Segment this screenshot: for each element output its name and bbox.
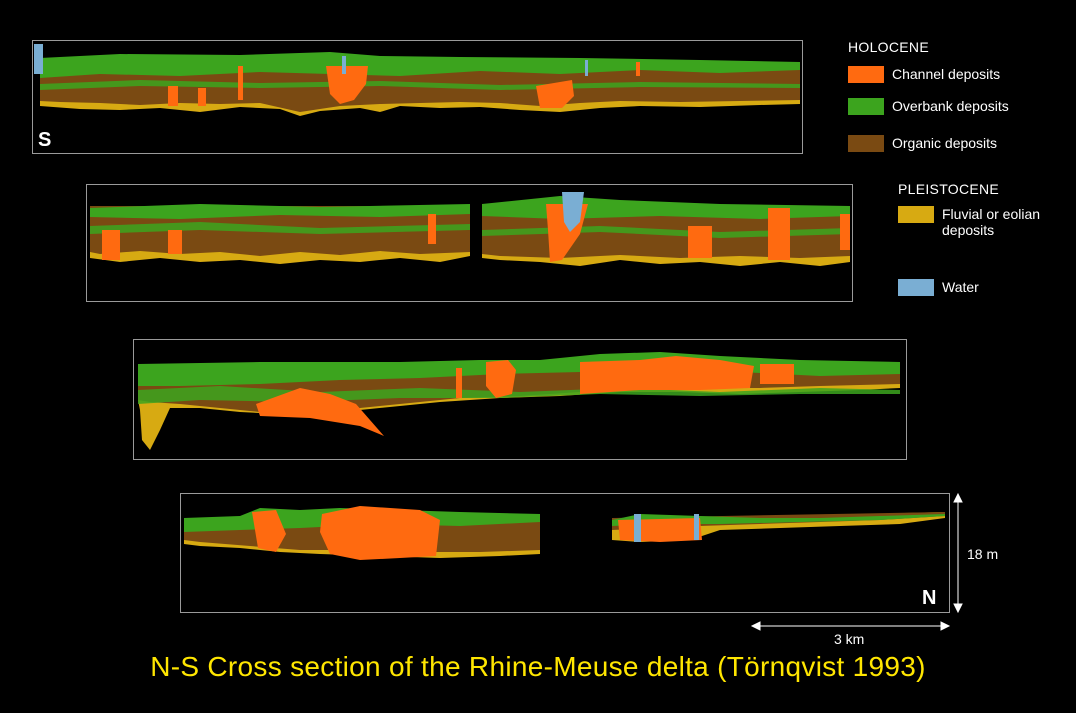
section-frame-1 — [32, 40, 803, 154]
horizontal-scale-bar — [750, 621, 951, 631]
legend-label: Channel deposits — [892, 66, 1001, 82]
legend-label: Fluvial or eolian deposits — [942, 206, 1040, 238]
legend-holocene-heading: HOLOCENE — [848, 39, 929, 55]
horizontal-scale-label: 3 km — [834, 631, 865, 647]
section-frame-3 — [133, 339, 907, 460]
legend-pleistocene-heading: PLEISTOCENE — [898, 181, 1000, 197]
section-frame-4 — [180, 493, 950, 613]
fluvial-swatch — [898, 206, 934, 223]
north-label: N — [922, 587, 937, 609]
organic-swatch — [848, 135, 884, 152]
overbank-layer — [40, 52, 800, 78]
legend-label: Organic deposits — [892, 135, 998, 151]
legend-label: Water — [942, 279, 979, 295]
section-frame-2 — [86, 184, 853, 302]
legend-item-water: Water — [898, 279, 979, 296]
cross-section-3 — [138, 352, 900, 450]
legend-item-channel: Channel deposits — [848, 66, 1000, 83]
cross-section-1 — [34, 44, 800, 116]
vertical-scale-bar — [953, 492, 963, 614]
water-body — [34, 44, 43, 74]
legend-item-fluvial: Fluvial or eolian deposits — [898, 206, 1040, 238]
cross-section-4 — [184, 506, 945, 560]
overbank-swatch — [848, 98, 884, 115]
legend-label: Overbank deposits — [892, 98, 1009, 114]
south-label: S — [38, 129, 52, 151]
legend-item-organic: Organic deposits — [848, 135, 997, 152]
legend-label-line1: Fluvial or eolian — [942, 206, 1041, 222]
water-swatch — [898, 279, 934, 296]
figure-caption: N-S Cross section of the Rhine-Meuse del… — [150, 651, 926, 682]
channel-swatch — [848, 66, 884, 83]
legend-label-line2: deposits — [942, 222, 995, 238]
organic-layer — [40, 64, 800, 112]
legend-item-overbank: Overbank deposits — [848, 98, 1009, 115]
channel-body — [326, 66, 368, 104]
vertical-scale-label: 18 m — [967, 546, 999, 562]
cross-section-2 — [90, 192, 850, 266]
